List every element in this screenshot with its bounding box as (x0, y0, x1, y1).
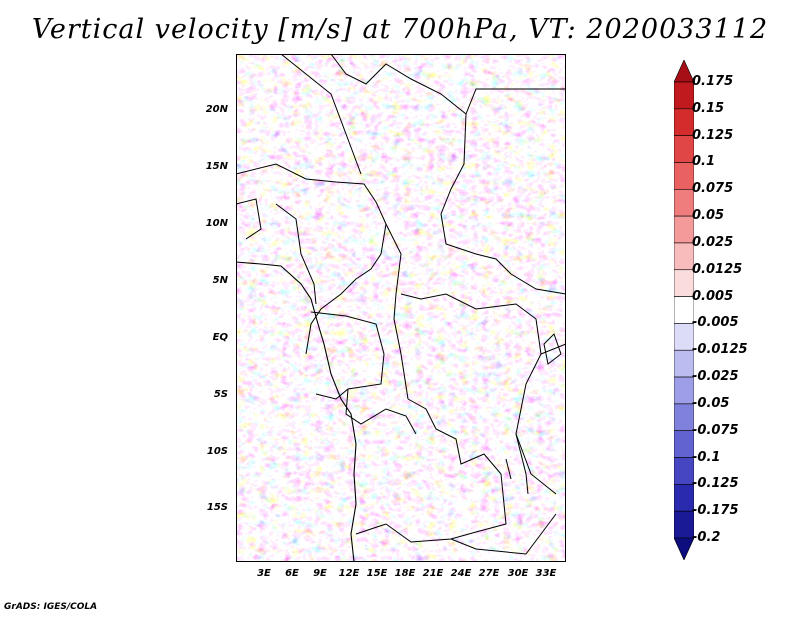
colorbar-label: -0.2 (692, 530, 721, 545)
map-title: Vertical velocity [m/s] at 700hPa, VT: 2… (31, 14, 769, 45)
colorbar-swatch (674, 376, 694, 405)
y-tick-label: 5S (213, 389, 228, 400)
colorbar-swatch (674, 484, 694, 512)
colorbar-label: -0.0125 (692, 342, 748, 358)
y-tick-label: 15S (206, 502, 228, 513)
lakes (505, 333, 562, 495)
map-plot (236, 54, 566, 562)
colorbar-swatch (674, 269, 694, 297)
velocity-field (236, 54, 566, 562)
colorbar-swatch (674, 215, 694, 244)
colorbar-swatch (674, 242, 694, 271)
colorbar-label: -0.005 (692, 315, 739, 331)
x-tick-label: 33E (535, 568, 557, 579)
colorbar-label: -0.175 (692, 503, 739, 519)
colorbar-swatch (674, 60, 694, 83)
colorbar-label: -0.1 (692, 449, 721, 465)
y-tick-label: EQ (212, 332, 228, 343)
colorbar-swatch (674, 349, 694, 378)
country-borders (236, 54, 566, 555)
y-tick-label: 5N (212, 275, 228, 286)
colorbar-label: 0.1 (692, 154, 716, 170)
y-tick-label: 10N (205, 218, 228, 229)
x-tick-label: 15E (366, 568, 388, 579)
colorbar-label: 0.005 (692, 288, 734, 304)
colorbar-swatch (674, 81, 694, 110)
colorbar-swatch (674, 510, 694, 539)
x-tick-label: 9E (313, 568, 327, 579)
colorbar (674, 60, 694, 560)
colorbar-label: 0.025 (692, 234, 734, 250)
colorbar-swatch (674, 430, 694, 458)
colorbar-swatch (674, 457, 694, 485)
x-tick-label: 6E (285, 568, 299, 579)
colorbar-label: 0.0125 (692, 261, 743, 277)
colorbar-swatch (674, 323, 694, 351)
map-frame (236, 54, 566, 562)
grads-credit: GrADS: IGES/COLA (4, 602, 98, 612)
x-tick-label: 18E (394, 568, 416, 579)
x-tick-label: 24E (450, 568, 472, 579)
x-tick-label: 21E (422, 568, 444, 579)
colorbar-swatch (674, 162, 694, 190)
y-tick-label: 10S (206, 446, 228, 457)
colorbar-swatch (674, 537, 694, 560)
y-tick-label: 15N (205, 161, 228, 172)
colorbar-label: -0.05 (692, 395, 730, 411)
colorbar-label: -0.125 (692, 476, 739, 492)
colorbar-swatch (674, 108, 694, 136)
colorbar-label: -0.075 (692, 422, 739, 438)
x-tick-label: 12E (338, 568, 360, 579)
colorbar-swatch (674, 296, 694, 324)
coastline (236, 261, 357, 562)
colorbar-label: -0.025 (692, 369, 739, 385)
y-tick-label: 20N (205, 104, 228, 115)
x-tick-label: 27E (478, 568, 500, 579)
colorbar-swatch (674, 403, 694, 432)
colorbar-swatch (674, 135, 694, 163)
colorbar-label: 0.05 (692, 208, 725, 224)
colorbar-label: 0.125 (692, 127, 734, 143)
colorbar-label: 0.15 (692, 100, 725, 116)
colorbar-swatch (674, 188, 694, 217)
colorbar-label: 0.075 (692, 181, 734, 197)
colorbar-label: 0.175 (692, 74, 734, 89)
x-tick-label: 30E (507, 568, 529, 579)
x-tick-label: 3E (257, 568, 271, 579)
